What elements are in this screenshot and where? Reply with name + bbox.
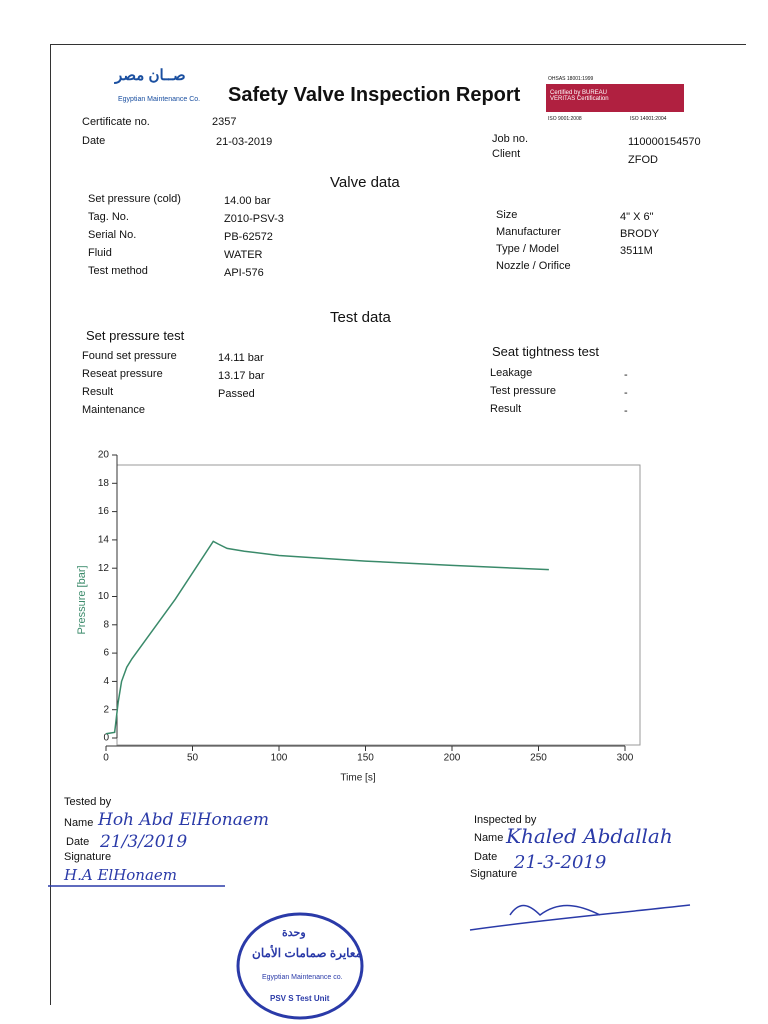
handwritten-date: 21/3/2019 xyxy=(100,832,188,852)
label: Result xyxy=(82,386,114,398)
label: Client xyxy=(492,148,521,160)
y-tick-label: 6 xyxy=(103,648,109,659)
label: Manufacturer xyxy=(496,226,561,238)
label: Nozzle / Orifice xyxy=(496,260,571,272)
value: API-576 xyxy=(224,267,264,279)
y-tick-label: 2 xyxy=(103,704,109,715)
value: 110000154570 xyxy=(628,136,701,148)
chart: Pressure [bar] Time [s] 0 2 4 6 8 10 12 14 16 18 2… xyxy=(76,450,641,784)
label: Certificate no. xyxy=(82,116,150,128)
value: PB-62572 xyxy=(224,231,273,243)
handwritten-name: Hoh Abd ElHonaem xyxy=(98,810,270,830)
label: Date xyxy=(66,836,90,848)
y-tick-label: 12 xyxy=(98,563,110,574)
label: Result xyxy=(490,403,522,415)
value: - xyxy=(624,369,628,381)
y-tick-label: 16 xyxy=(98,506,110,517)
label: Test pressure xyxy=(490,385,557,397)
handwritten-date: 21-3-2019 xyxy=(514,852,607,873)
page-frame xyxy=(50,44,746,1005)
stamp-text: وحدة xyxy=(282,927,306,939)
cert-badge xyxy=(546,84,684,112)
value: Z010-PSV-3 xyxy=(224,213,284,225)
value: 14.00 bar xyxy=(224,195,271,207)
y-tick-label: 10 xyxy=(98,591,110,602)
y-tick-label: 4 xyxy=(103,676,109,687)
value: BRODY xyxy=(620,228,660,240)
y-tick-label: 14 xyxy=(98,535,110,546)
label: Signature xyxy=(470,868,518,880)
value: 21-03-2019 xyxy=(216,136,273,148)
value: 13.17 bar xyxy=(218,370,265,382)
stamp-text: PSV S Test Unit xyxy=(270,994,330,1003)
handwritten-name: Khaled Abdallah xyxy=(506,824,673,848)
value: - xyxy=(624,387,628,399)
data-line xyxy=(105,540,549,735)
value: WATER xyxy=(224,249,263,261)
label: Maintenance xyxy=(82,404,145,416)
title: Safety Valve Inspection Report xyxy=(228,84,521,106)
x-tick-label: 0 xyxy=(103,753,109,764)
y-tick-label: 20 xyxy=(98,450,110,461)
y-tick-label: 8 xyxy=(103,619,109,630)
label: Tested by xyxy=(64,796,112,808)
x-tick-label: 250 xyxy=(530,753,547,764)
value: - xyxy=(624,405,628,417)
value: 14.11 bar xyxy=(218,352,264,364)
label: Tag. No. xyxy=(88,211,129,223)
cert-text: Certified by BUREAU VERITAS Certificatio… xyxy=(550,90,609,102)
label: Job no. xyxy=(492,133,529,145)
sub-heading: Set pressure test xyxy=(86,328,185,343)
x-tick-label: 100 xyxy=(271,753,288,764)
label: Type / Model xyxy=(496,243,559,255)
cert-text: ISO 14001:2004 xyxy=(630,116,667,122)
value: 2357 xyxy=(212,116,237,128)
section-heading: Valve data xyxy=(330,174,400,191)
label: Fluid xyxy=(88,247,112,259)
label: Serial No. xyxy=(88,229,137,241)
stamp-text: معايرة صمامات الأمان xyxy=(252,946,363,960)
value: Passed xyxy=(218,388,255,400)
cert-text: ISO 9001:2008 xyxy=(548,116,582,122)
label: Leakage xyxy=(490,367,533,379)
label: Reseat pressure xyxy=(82,368,163,380)
handwritten-signature: H.A ElHonaem xyxy=(64,866,178,884)
label: Signature xyxy=(64,851,112,863)
stamp-text: Egyptian Maintenance co. xyxy=(262,974,343,981)
y-tick-label: 0 xyxy=(103,733,109,744)
section-heading: Test data xyxy=(330,309,391,326)
value: ZFOD xyxy=(628,154,658,166)
label: Found set pressure xyxy=(82,350,177,362)
label: Name xyxy=(474,832,504,844)
value: 4" X 6" xyxy=(620,211,654,223)
logo-arabic: صــان مصر xyxy=(115,67,186,84)
y-tick-label: 18 xyxy=(98,478,110,489)
label: Date xyxy=(474,851,498,863)
x-tick-label: 300 xyxy=(617,753,634,764)
label: Set pressure (cold) xyxy=(88,193,181,205)
sub-heading: Seat tightness test xyxy=(492,344,599,359)
cert-text: OHSAS 18001:1999 xyxy=(548,76,594,82)
y-axis-label: Pressure [bar] xyxy=(76,565,88,634)
x-tick-label: 150 xyxy=(357,753,374,764)
plot-frame xyxy=(116,464,641,746)
label: Inspected by xyxy=(474,814,537,826)
label: Name xyxy=(64,817,94,829)
label: Size xyxy=(496,209,518,221)
label: Date xyxy=(82,135,106,147)
x-axis-label: Time [s] xyxy=(340,773,375,784)
logo-english: Egyptian Maintenance Co. xyxy=(118,96,201,103)
x-tick-label: 200 xyxy=(444,753,461,764)
value: 3511M xyxy=(620,245,653,257)
x-tick-label: 50 xyxy=(187,753,199,764)
label: Test method xyxy=(88,265,148,277)
